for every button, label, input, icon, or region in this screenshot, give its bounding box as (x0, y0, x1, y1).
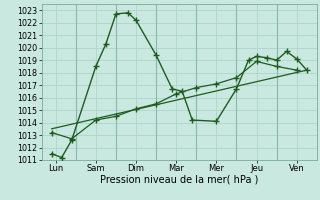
X-axis label: Pression niveau de la mer( hPa ): Pression niveau de la mer( hPa ) (100, 175, 258, 185)
